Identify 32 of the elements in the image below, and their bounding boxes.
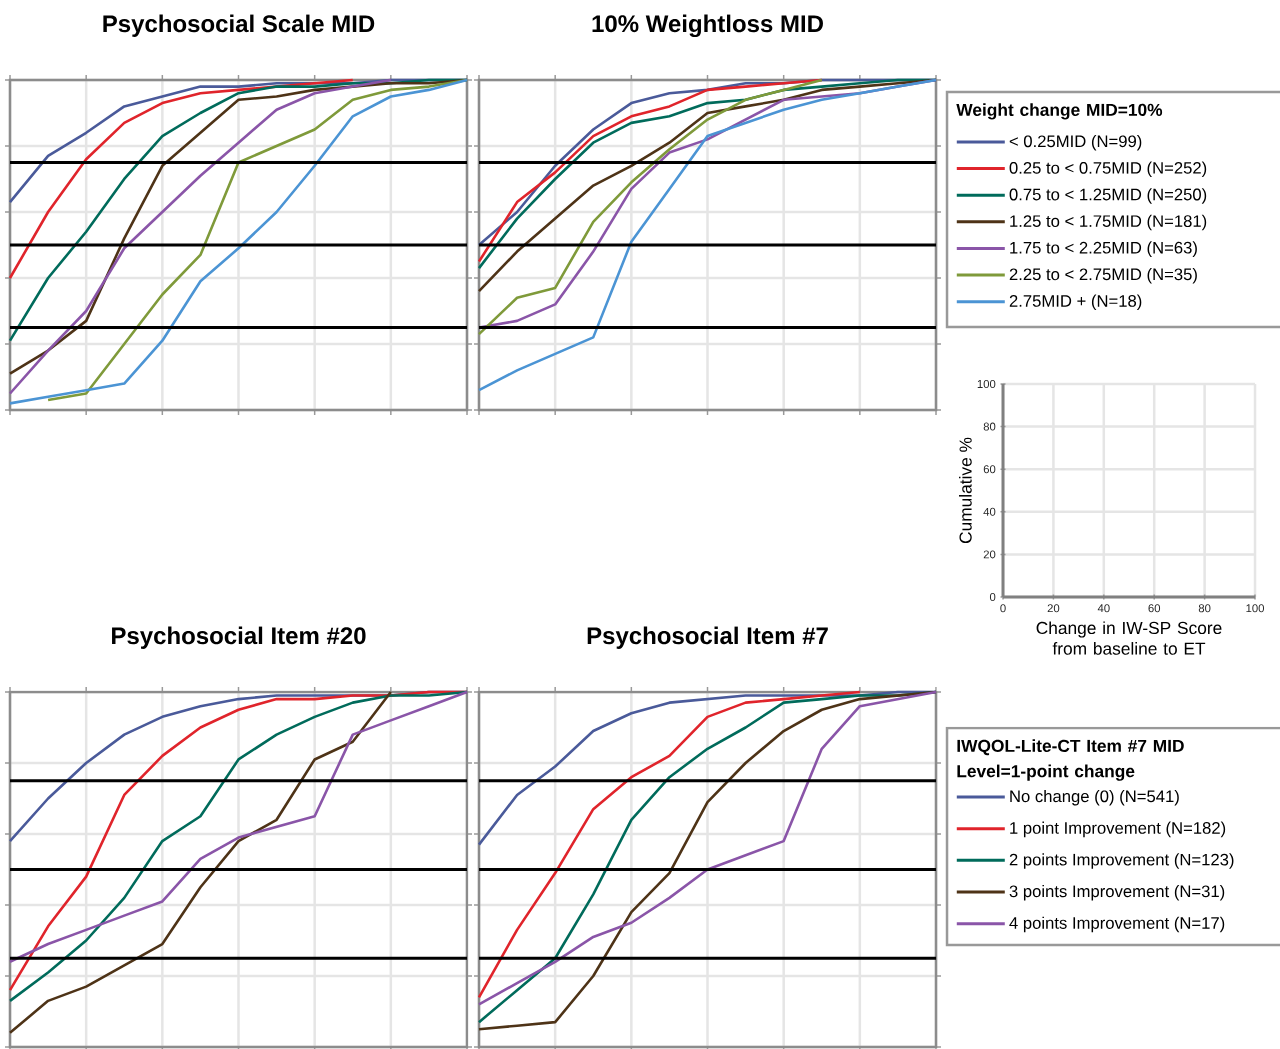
y-tick-label: 100 (977, 379, 996, 388)
legend-title: IWQOL-Lite-CT Item #7 MID Level=1-point change (957, 739, 1184, 781)
y-tick-label: 60 (983, 465, 996, 474)
legend-label: 2.25 to < 2.75MID (N=35) (1009, 267, 1197, 284)
y-axis-title: Cumulative % (959, 437, 972, 544)
legend-label: 4 points Improvement (N=17) (1009, 916, 1225, 933)
x-tick-label: 60 (1148, 604, 1161, 613)
legend-label: < 0.25MID (N=99) (1009, 134, 1142, 151)
chart-title: 10% Weightloss MID (592, 14, 823, 38)
y-tick-label: 20 (983, 550, 996, 559)
x-tick-label: 80 (1198, 604, 1211, 613)
legend-label: 2 points Improvement (N=123) (1009, 853, 1234, 869)
legend-label: 0.75 to < 1.25MID (N=250) (1009, 188, 1207, 204)
y-tick-label: 0 (989, 592, 996, 601)
x-tick-label: 20 (1047, 604, 1060, 613)
x-tick-label: 0 (1000, 604, 1006, 613)
legend-title: Weight change MID=10% (956, 103, 1163, 120)
chart-title: Psychosocial Item #20 (112, 626, 366, 649)
legend-label: 1.75 to < 2.25MID (N=63) (1010, 241, 1197, 257)
y-tick-label: 40 (983, 507, 996, 516)
legend-label: 1 point Improvement (N=182) (1010, 821, 1226, 838)
chart-title: Psychosocial Item #7 (587, 626, 828, 649)
legend-label: 1.25 to < 1.75MID (N=181) (1010, 214, 1207, 231)
legend-label: 0.25 to < 0.75MID (N=252) (1009, 161, 1207, 178)
x-tick-label: 100 (1246, 604, 1265, 613)
legend-label: No change (0) (N=541) (1010, 789, 1179, 806)
y-tick-label: 80 (983, 422, 996, 431)
legend-label: 3 points Improvement (N=31) (1009, 884, 1225, 901)
x-tick-label: 40 (1097, 604, 1110, 613)
legend-label: 2.75MID + (N=18) (1009, 294, 1142, 311)
x-axis-title: Change in IW-SP Score from baseline to ET (1036, 621, 1222, 655)
chart-title: Psychosocial Scale MID (103, 14, 375, 37)
